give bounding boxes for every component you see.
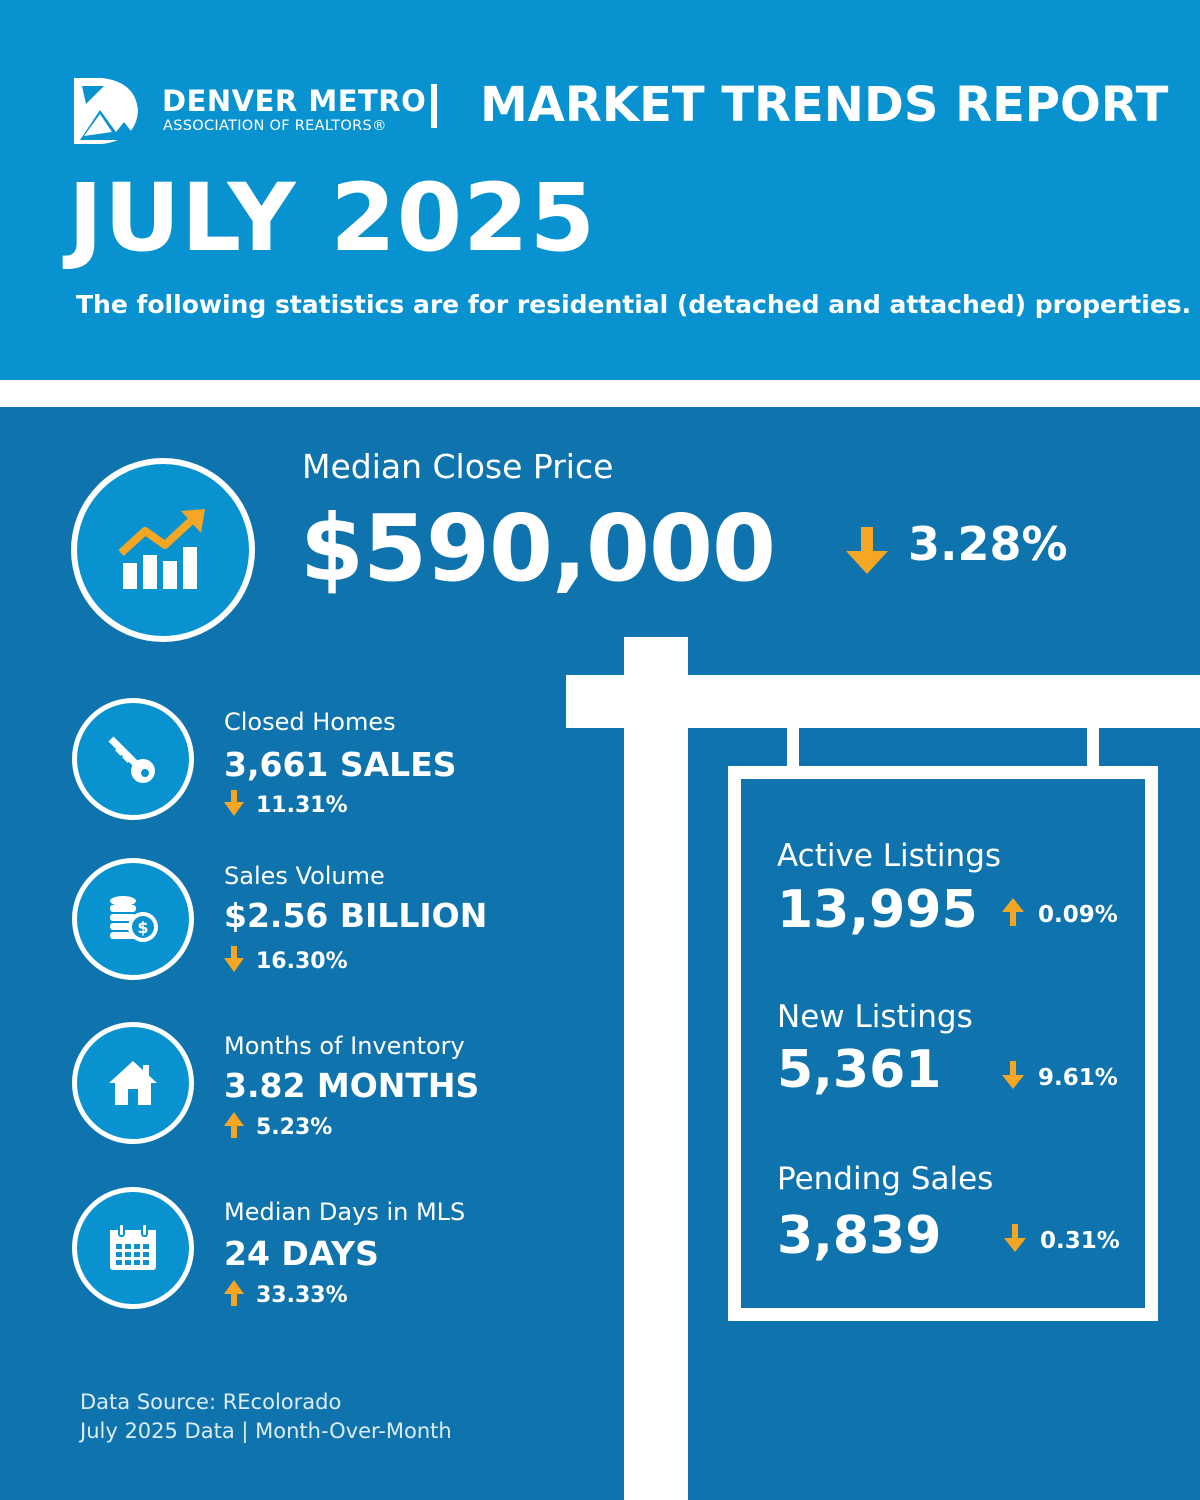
- sign-post: [624, 637, 688, 1500]
- logo-mark-icon: [74, 78, 138, 144]
- days-in-mls-change: 33.33%: [224, 1280, 348, 1308]
- calendar-icon: [110, 1223, 156, 1270]
- sales-volume-change-value: 16.30%: [256, 949, 348, 974]
- new-listings-change-value: 9.61%: [1038, 1065, 1118, 1091]
- pending-sales-change-value: 0.31%: [1040, 1228, 1120, 1254]
- report-subtitle: The following statistics are for residen…: [76, 290, 1192, 319]
- chart-growth-icon: [119, 509, 205, 589]
- house-icon: [109, 1061, 157, 1105]
- svg-text:$: $: [137, 918, 148, 937]
- divider-band: [0, 380, 1200, 407]
- sales-volume-change: 16.30%: [224, 946, 348, 974]
- active-listings-change-value: 0.09%: [1038, 902, 1118, 928]
- closed-homes-value: 3,661 SALES: [224, 745, 457, 784]
- org-subname: ASSOCIATION OF REALTORS®: [163, 118, 387, 134]
- median-price-value: $590,000: [300, 495, 776, 602]
- sales-volume-label: Sales Volume: [224, 862, 385, 890]
- closed-homes-change-value: 11.31%: [256, 793, 348, 818]
- days-in-mls-value: 24 DAYS: [224, 1234, 379, 1273]
- down-arrow-icon: [1004, 1224, 1026, 1252]
- closed-homes-icon-circle: [72, 698, 194, 820]
- pending-sales-value: 3,839: [777, 1206, 942, 1266]
- active-listings-label: Active Listings: [777, 838, 1002, 874]
- inventory-change: 5.23%: [224, 1112, 332, 1140]
- sales-volume-icon-circle: $: [72, 858, 194, 980]
- new-listings-value: 5,361: [777, 1040, 942, 1100]
- header-separator: [431, 84, 437, 128]
- report-month: JULY 2025: [68, 164, 596, 273]
- inventory-label: Months of Inventory: [224, 1032, 465, 1060]
- sign-arm: [566, 675, 1200, 728]
- down-arrow-icon: [224, 946, 244, 972]
- median-price-label: Median Close Price: [302, 447, 614, 486]
- inventory-change-value: 5.23%: [256, 1115, 333, 1140]
- down-arrow-icon: [224, 790, 244, 816]
- new-listings-label: New Listings: [777, 999, 973, 1035]
- median-price-icon-circle: [71, 458, 255, 642]
- sales-volume-value: $2.56 BILLION: [224, 896, 488, 935]
- data-source: Data Source: REcolorado: [80, 1390, 342, 1414]
- sign-hook-right: [1087, 728, 1099, 768]
- org-name: DENVER METRO: [162, 84, 427, 118]
- days-in-mls-label: Median Days in MLS: [224, 1198, 466, 1226]
- key-icon: [108, 736, 155, 783]
- sign-panel: [741, 779, 1145, 1308]
- sign-hook-left: [787, 728, 799, 768]
- inventory-icon-circle: [72, 1022, 194, 1144]
- active-listings-value: 13,995: [777, 880, 978, 940]
- days-in-mls-icon-circle: [72, 1187, 194, 1309]
- pending-sales-change: 0.31%: [1004, 1224, 1120, 1254]
- data-note: July 2025 Data | Month-Over-Month: [80, 1419, 452, 1443]
- down-arrow-icon: [846, 527, 888, 574]
- header-band: [0, 0, 1200, 380]
- up-arrow-icon: [224, 1280, 244, 1306]
- days-in-mls-change-value: 33.33%: [256, 1283, 348, 1308]
- down-arrow-icon: [1002, 1061, 1024, 1089]
- closed-homes-label: Closed Homes: [224, 708, 396, 736]
- inventory-value: 3.82 MONTHS: [224, 1066, 480, 1105]
- active-listings-change: 0.09%: [1002, 898, 1118, 928]
- closed-homes-change: 11.31%: [224, 790, 348, 818]
- up-arrow-icon: [1002, 898, 1024, 926]
- up-arrow-icon: [224, 1112, 244, 1138]
- median-price-change: 3.28%: [908, 517, 1068, 571]
- new-listings-change: 9.61%: [1002, 1061, 1118, 1091]
- report-title: MARKET TRENDS REPORT: [480, 77, 1169, 133]
- coins-dollar-icon: $: [110, 896, 158, 942]
- pending-sales-label: Pending Sales: [777, 1161, 994, 1197]
